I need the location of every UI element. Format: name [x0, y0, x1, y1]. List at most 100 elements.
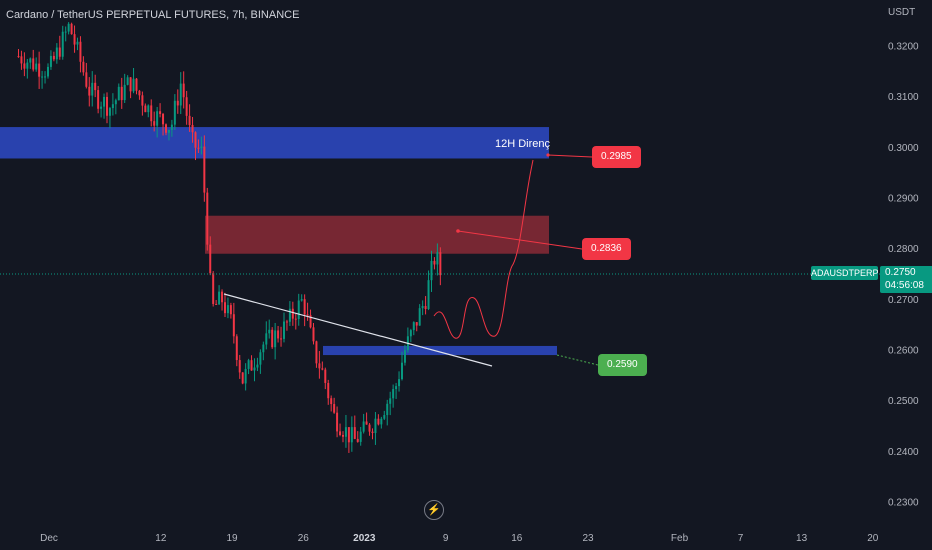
candle-body	[61, 31, 64, 57]
candle-body	[120, 86, 123, 101]
y-tick-label: 0.3100	[888, 92, 919, 103]
candle-body	[303, 299, 306, 315]
x-tick-label: 13	[796, 533, 808, 544]
candle-body	[200, 146, 203, 149]
x-tick-label: 12	[155, 533, 167, 544]
candle-body	[156, 111, 159, 126]
last-price-value: 0.2750	[885, 267, 916, 278]
candle-body	[129, 77, 132, 92]
candle-body	[132, 78, 135, 92]
candle-body	[41, 76, 44, 78]
candle-body	[79, 41, 82, 62]
candle-body	[318, 363, 321, 369]
candle-body	[392, 389, 395, 399]
price-zone-0	[0, 127, 549, 159]
x-tick-label: 20	[867, 533, 879, 544]
candle-body	[400, 362, 403, 380]
candle-body	[321, 368, 324, 370]
candle-body	[185, 97, 188, 116]
price-zone-1	[205, 215, 549, 254]
candle-body	[424, 306, 427, 310]
candle-body	[141, 95, 144, 106]
candle-body	[179, 83, 182, 106]
symbol-badge: ADAUSDTPERP	[811, 266, 879, 280]
connector-0-2836	[457, 230, 583, 250]
y-tick-label: 0.2400	[888, 447, 919, 458]
candle-body	[164, 124, 167, 133]
candle-body	[97, 90, 100, 109]
descending-trendline	[223, 293, 493, 367]
x-tick-label: 19	[226, 533, 238, 544]
candle-body	[300, 299, 303, 301]
candle-body	[324, 369, 327, 383]
candle-body	[58, 47, 61, 57]
candle-body	[100, 106, 103, 109]
candle-body	[241, 372, 244, 384]
candle-body	[138, 90, 141, 96]
candle-body	[412, 322, 415, 331]
candle-body	[52, 55, 55, 60]
candle-body	[111, 104, 114, 109]
candle-body	[114, 100, 117, 105]
y-tick-label: 0.3000	[888, 143, 919, 154]
candle-body	[105, 96, 108, 116]
candle-body	[353, 427, 356, 439]
candle-body	[226, 305, 229, 314]
x-tick-label: 9	[443, 533, 449, 544]
candle-body	[126, 77, 129, 85]
candle-body	[336, 412, 339, 432]
candle-body	[144, 105, 147, 113]
candle-body	[380, 418, 383, 425]
x-axis[interactable]: Dec 12 19 26 2023 9 16 23 Feb 7 13 20	[40, 533, 879, 544]
candle-body	[64, 31, 67, 33]
last-price-badge: 0.2750 04:56:08	[880, 266, 932, 293]
x-tick-label: 2023	[353, 533, 376, 544]
candle-body	[383, 415, 386, 419]
candle-body	[244, 368, 247, 384]
candle-body	[341, 435, 344, 437]
candle-body	[365, 421, 368, 425]
candle-body	[223, 302, 226, 314]
y-tick-label: 0.3200	[888, 42, 919, 53]
candle-body	[76, 41, 79, 45]
candle-body	[197, 147, 200, 149]
candle-body	[182, 83, 185, 98]
candle-body	[256, 364, 259, 368]
y-tick-label: 0.2700	[888, 295, 919, 306]
candle-body	[344, 427, 347, 437]
tradingview-bolt-icon[interactable]: ⚡	[424, 500, 444, 520]
candle-body	[285, 321, 288, 323]
y-axis[interactable]: 0.3200 0.3100 0.3000 0.2900 0.2800 0.2700 0.26…	[888, 42, 919, 509]
candle-body	[215, 303, 218, 305]
x-tick-label: 7	[738, 533, 744, 544]
candle-body	[327, 382, 330, 399]
candle-body	[167, 129, 170, 133]
y-tick-label: 0.2300	[888, 498, 919, 509]
candle-body	[247, 360, 250, 369]
candle-body	[368, 424, 371, 432]
candle-body	[70, 23, 73, 35]
candle-body	[274, 330, 277, 348]
candle-body	[221, 291, 224, 303]
candle-body	[418, 308, 421, 326]
candle-body	[262, 344, 265, 353]
candle-body	[162, 113, 165, 125]
candle-body	[173, 100, 176, 125]
candle-body	[282, 321, 285, 339]
candle-body	[415, 322, 418, 326]
candle-body	[108, 108, 111, 116]
candle-body	[280, 338, 283, 340]
candle-body	[250, 360, 253, 371]
candle-body	[398, 379, 401, 387]
x-tick-label: Dec	[40, 533, 58, 544]
candle-body	[371, 431, 374, 433]
chart-title: Cardano / TetherUS PERPETUAL FUTURES, 7h…	[6, 9, 300, 21]
candle-body	[362, 421, 365, 432]
projection-path	[433, 159, 534, 339]
candle-layer	[17, 22, 442, 453]
currency-label: USDT	[888, 7, 916, 18]
candle-body	[23, 63, 26, 69]
y-tick-label: 0.2800	[888, 244, 919, 255]
